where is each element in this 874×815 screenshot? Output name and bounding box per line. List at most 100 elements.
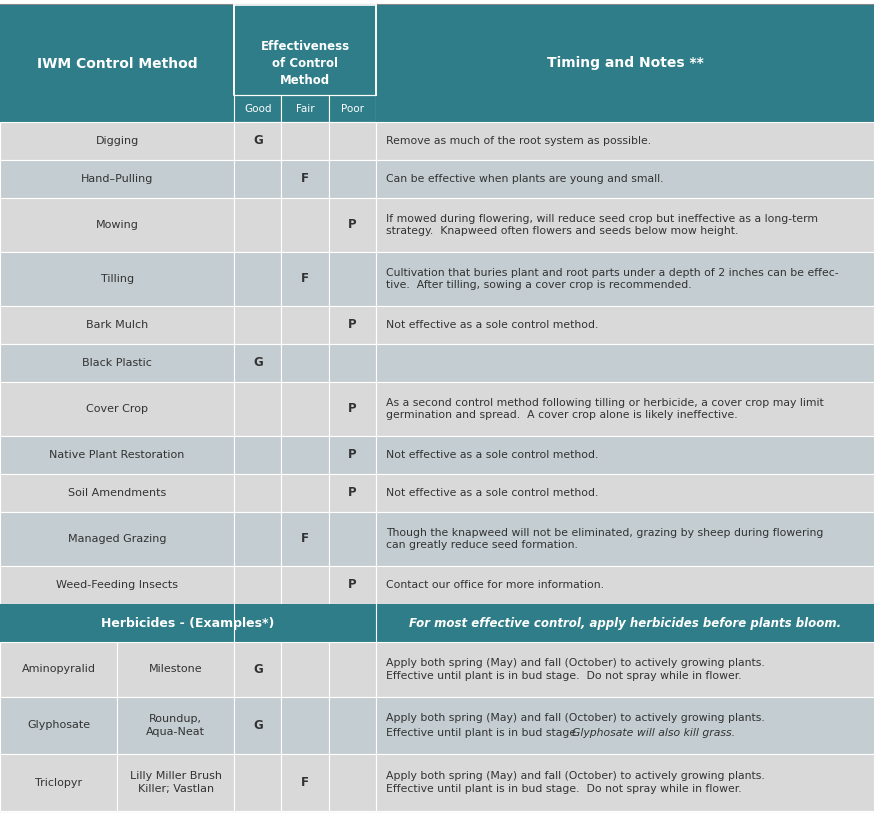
Text: Native Plant Restoration: Native Plant Restoration — [50, 450, 184, 460]
Text: Mowing: Mowing — [95, 220, 139, 230]
Text: P: P — [348, 579, 357, 592]
Text: P: P — [348, 448, 357, 461]
Bar — [234, 566, 281, 604]
Bar — [376, 198, 874, 252]
Bar — [0, 474, 234, 512]
Bar — [234, 306, 281, 344]
Bar — [329, 95, 376, 122]
Text: Lilly Miller Brush
Killer; Vastlan: Lilly Miller Brush Killer; Vastlan — [129, 771, 222, 794]
Bar — [234, 382, 281, 436]
Bar — [234, 642, 281, 697]
Bar — [376, 642, 874, 697]
Bar — [329, 642, 376, 697]
Bar — [281, 474, 329, 512]
Bar — [281, 160, 329, 198]
Bar — [376, 160, 874, 198]
Text: Weed-Feeding Insects: Weed-Feeding Insects — [56, 580, 178, 590]
Text: Black Plastic: Black Plastic — [82, 358, 152, 368]
Text: Can be effective when plants are young and small.: Can be effective when plants are young a… — [386, 174, 664, 184]
Bar — [329, 697, 376, 754]
Bar — [376, 754, 874, 811]
Text: Roundup,
Aqua-Neat: Roundup, Aqua-Neat — [146, 714, 205, 737]
Bar — [0, 754, 117, 811]
Bar — [329, 122, 376, 160]
Bar — [0, 122, 234, 160]
Bar — [234, 512, 281, 566]
Text: G: G — [253, 134, 263, 148]
Bar — [376, 512, 874, 566]
Text: For most effective control, apply herbicides before plants bloom.: For most effective control, apply herbic… — [409, 616, 841, 629]
Bar — [0, 344, 234, 382]
Bar — [281, 697, 329, 754]
Bar — [0, 306, 234, 344]
Bar — [281, 382, 329, 436]
Bar — [281, 306, 329, 344]
Bar — [234, 160, 281, 198]
Text: Not effective as a sole control method.: Not effective as a sole control method. — [386, 488, 599, 498]
Bar — [117, 697, 234, 754]
Bar — [0, 642, 117, 697]
Bar — [376, 697, 874, 754]
Bar — [376, 122, 874, 160]
Bar — [329, 512, 376, 566]
Text: P: P — [348, 403, 357, 416]
Text: Not effective as a sole control method.: Not effective as a sole control method. — [386, 320, 599, 330]
Bar — [0, 512, 234, 566]
Bar — [234, 122, 281, 160]
Bar — [329, 436, 376, 474]
Bar — [0, 252, 234, 306]
Text: As a second control method following tilling or herbicide, a cover crop may limi: As a second control method following til… — [386, 398, 824, 421]
Text: Fair: Fair — [295, 104, 315, 113]
Bar — [376, 382, 874, 436]
Text: F: F — [301, 173, 309, 186]
Text: G: G — [253, 663, 263, 676]
Bar — [329, 382, 376, 436]
Bar — [376, 474, 874, 512]
Text: Triclopyr: Triclopyr — [35, 778, 82, 787]
Bar — [329, 252, 376, 306]
Bar — [234, 198, 281, 252]
Bar — [281, 436, 329, 474]
Text: Managed Grazing: Managed Grazing — [68, 534, 166, 544]
Bar — [329, 306, 376, 344]
Bar — [329, 566, 376, 604]
Text: Timing and Notes **: Timing and Notes ** — [546, 56, 704, 71]
Text: Effectiveness
of Control
Method: Effectiveness of Control Method — [260, 40, 350, 87]
Bar — [0, 604, 874, 642]
Bar — [234, 344, 281, 382]
Bar — [281, 754, 329, 811]
Text: Tilling: Tilling — [101, 274, 134, 284]
Bar — [234, 5, 376, 122]
Bar — [117, 754, 234, 811]
Bar — [376, 95, 874, 122]
Bar — [281, 642, 329, 697]
Text: P: P — [348, 487, 357, 500]
Bar — [281, 95, 329, 122]
Text: Contact our office for more information.: Contact our office for more information. — [386, 580, 604, 590]
Text: Cover Crop: Cover Crop — [87, 404, 148, 414]
Bar — [376, 344, 874, 382]
Text: Soil Amendments: Soil Amendments — [68, 488, 166, 498]
Text: IWM Control Method: IWM Control Method — [37, 56, 198, 71]
Bar — [376, 306, 874, 344]
Text: F: F — [301, 272, 309, 285]
Bar — [0, 566, 234, 604]
Bar — [234, 697, 281, 754]
Bar — [376, 566, 874, 604]
Text: Hand–Pulling: Hand–Pulling — [81, 174, 153, 184]
Bar — [0, 95, 234, 122]
Bar — [281, 122, 329, 160]
Text: Though the knapweed will not be eliminated, grazing by sheep during flowering
ca: Though the knapweed will not be eliminat… — [386, 527, 823, 550]
Bar — [0, 697, 117, 754]
Bar — [281, 566, 329, 604]
Text: Effective until plant is in bud stage.: Effective until plant is in bud stage. — [386, 728, 586, 738]
Bar — [329, 198, 376, 252]
Text: Glyphosate will also kill grass.: Glyphosate will also kill grass. — [572, 728, 735, 738]
Text: G: G — [253, 719, 263, 732]
Bar — [376, 252, 874, 306]
Text: Glyphosate: Glyphosate — [27, 720, 90, 730]
Text: Apply both spring (May) and fall (October) to actively growing plants.: Apply both spring (May) and fall (Octobe… — [386, 713, 765, 723]
Bar — [329, 474, 376, 512]
Bar — [329, 160, 376, 198]
Bar — [0, 436, 234, 474]
